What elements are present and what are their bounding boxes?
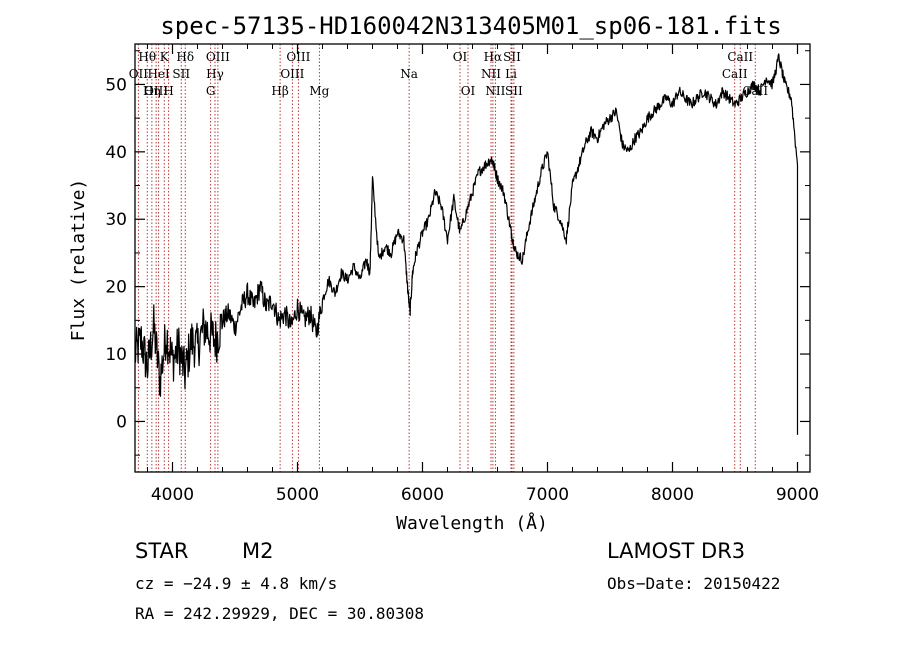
- spectral-line-label: H: [163, 84, 173, 98]
- spectral-line-label: OI: [453, 50, 468, 64]
- obs-date-text: Obs−Date: 20150422: [607, 574, 780, 593]
- x-axis-ticks: 4000 5000 6000 7000 8000 9000: [147, 44, 819, 505]
- spectral-line-label: OIII: [280, 67, 304, 81]
- y-tick-label: 0: [116, 412, 127, 432]
- y-tick-label: 30: [105, 210, 127, 230]
- spectral-line-label: NII: [485, 84, 505, 98]
- spectral-line-label: HeI: [147, 67, 170, 81]
- y-axis-label: Flux (relative): [68, 179, 89, 342]
- spectral-line-label: Mg: [309, 84, 329, 98]
- x-tick-label: 4000: [151, 485, 194, 505]
- spectral-line-label: SII: [503, 50, 521, 64]
- spectral-line-label: Hγ: [206, 67, 224, 81]
- plot-frame: [134, 43, 811, 473]
- survey-label: LAMOST DR3: [607, 539, 745, 563]
- y-axis-ticks: 0 10 20 30 40 50: [105, 50, 810, 456]
- spectral-line-label: Hδ: [176, 50, 194, 64]
- x-tick-label: 8000: [651, 485, 694, 505]
- object-class: STAR: [135, 539, 188, 563]
- y-tick-label: 20: [105, 278, 127, 298]
- spectral-line-label: Na: [400, 67, 418, 81]
- spectral-line-label: Hβ: [271, 84, 288, 98]
- spectral-line-label: OIII: [206, 50, 230, 64]
- radec-text: RA = 242.29929, DEC = 30.80308: [135, 604, 424, 623]
- spectral-line-label: OIII: [286, 50, 310, 64]
- spectral-line-label: Hθ: [138, 50, 156, 64]
- x-axis-label: Wavelength (Å): [396, 512, 548, 534]
- x-tick-label: 9000: [776, 485, 819, 505]
- spectral-line-label: Hη: [143, 84, 161, 98]
- x-tick-label: 6000: [401, 485, 444, 505]
- chart-title: spec-57135-HD160042N313405M01_sp06-181.f…: [160, 12, 781, 40]
- spectral-line-label: OII: [129, 67, 149, 81]
- spectral-line-label: CaII: [727, 50, 753, 64]
- spectral-line-label: OIII: [144, 84, 168, 98]
- spectral-line-label: OI: [461, 84, 476, 98]
- x-tick-label: 5000: [276, 485, 319, 505]
- spectral-line-label: Li: [505, 67, 517, 81]
- spectral-line-label: CaII: [722, 67, 748, 81]
- spectral-line-label: SII: [505, 84, 523, 98]
- spectral-line-label: G: [206, 84, 216, 98]
- object-subclass: M2: [242, 539, 273, 563]
- spectral-line-label: K: [160, 50, 170, 64]
- y-tick-label: 10: [105, 345, 127, 365]
- spectral-line-label: NII: [481, 67, 501, 81]
- redshift-text: cz = −24.9 ± 4.8 km/s: [135, 574, 337, 593]
- spectral-line-markers: [137, 44, 756, 472]
- spectral-line-label: SII: [172, 67, 190, 81]
- spectrum-line: [134, 53, 799, 435]
- y-tick-label: 40: [105, 143, 127, 163]
- x-tick-label: 7000: [526, 485, 569, 505]
- spectral-line-label: Hα: [484, 50, 503, 64]
- y-tick-label: 50: [105, 75, 127, 95]
